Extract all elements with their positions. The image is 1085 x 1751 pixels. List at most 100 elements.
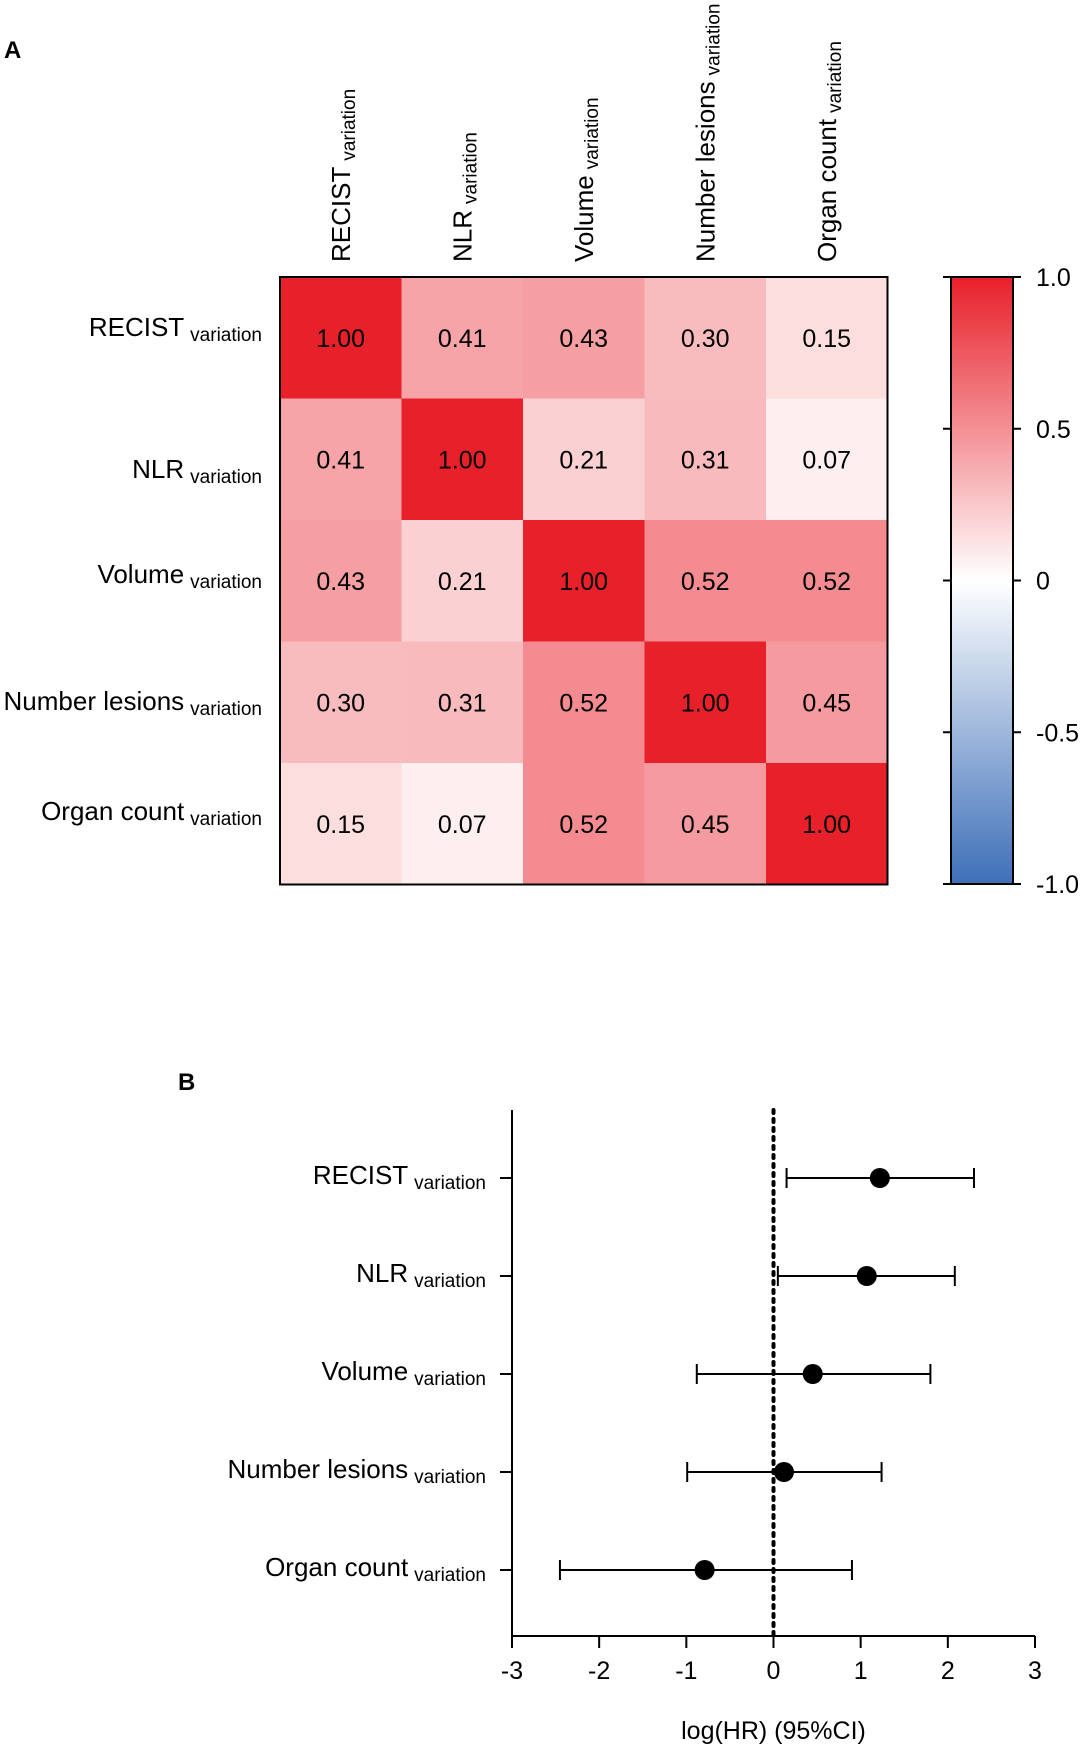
x-tick-label: 3 (1028, 1657, 1042, 1685)
category-label-subscript: variation (414, 1271, 486, 1292)
category-label-subscript: variation (414, 1369, 486, 1390)
heatmap-cell (766, 763, 888, 885)
heatmap-cell-label: 0.52 (802, 568, 851, 596)
heatmap-cell (644, 398, 767, 521)
heatmap-cell-label: 1.00 (559, 568, 608, 596)
heatmap-cell (523, 398, 645, 521)
category-label: Organ count variation (265, 1552, 486, 1586)
colorbar-tick-label: -1.0 (1036, 871, 1079, 899)
heatmap-cell (644, 763, 767, 885)
row-label-subscript: variation (190, 325, 262, 346)
heatmap-cell-label: 0.31 (681, 446, 730, 474)
heatmap-cell (523, 277, 645, 399)
column-label-text: Volume (569, 175, 599, 262)
heatmap-cell-label: 0.31 (438, 689, 487, 717)
column-label: Organ count variation (812, 41, 846, 262)
column-label-subscript: variation (582, 97, 603, 169)
x-tick-label: 0 (767, 1657, 781, 1685)
column-label-subscript: variation (339, 89, 360, 161)
column-label-text: RECIST (326, 167, 356, 262)
x-axis-label: log(HR) (95%CI) (681, 1717, 866, 1745)
column-label: RECIST variation (326, 89, 360, 262)
heatmap-cell (766, 520, 888, 642)
forest-plot: -3 -2 -1 0 1 2 3 log(HR) (95%CI) RECIST variation… (228, 1108, 1042, 1745)
column-label-text: Number lesions (690, 81, 720, 262)
column-label-subscript: variation (460, 132, 481, 204)
heatmap-cell (280, 520, 402, 642)
heatmap-cell-label: 0.07 (802, 446, 851, 474)
heatmap-cell (766, 641, 888, 764)
x-tick-label: 2 (941, 1657, 955, 1685)
category-label-text: Volume (321, 1356, 408, 1386)
category-label: NLR variation (356, 1258, 486, 1292)
heatmap-cell-label: 1.00 (438, 446, 487, 474)
x-tick-label: 1 (854, 1657, 868, 1685)
heatmap-cell-label: 0.52 (681, 568, 730, 596)
heatmap-cell (523, 520, 645, 642)
row-label-subscript: variation (190, 699, 262, 720)
category-label-text: Organ count (265, 1552, 409, 1582)
column-label: NLR variation (447, 132, 481, 262)
column-label: Volume variation (569, 97, 603, 262)
colorbar-tick-label: 1.0 (1036, 264, 1071, 292)
category-label-subscript: variation (414, 1565, 486, 1586)
heatmap-cell-label: 0.52 (559, 811, 608, 839)
row-label: Volume variation (97, 559, 262, 593)
heatmap-cell (280, 277, 402, 399)
estimate-point (802, 1364, 823, 1384)
heatmap-cell-label: 0.30 (316, 689, 365, 717)
colorbar-tick-label: -0.5 (1036, 719, 1079, 747)
heatmap-cell-label: 0.07 (438, 811, 487, 839)
heatmap-cell-label: 0.15 (802, 325, 851, 353)
heatmap-cell (766, 398, 888, 521)
heatmap-border (279, 276, 889, 886)
heatmap-cell (401, 277, 524, 399)
row-label-text: Number lesions (4, 686, 185, 716)
heatmap-cell-label: 0.30 (681, 325, 730, 353)
heatmap-cell (644, 277, 767, 399)
estimate-point (856, 1266, 877, 1286)
column-label-text: Organ count (812, 118, 842, 262)
heatmap-cell (401, 641, 524, 764)
colorbar-tick-label: 0 (1036, 568, 1050, 596)
heatmap-cell-label: 0.41 (316, 446, 365, 474)
row-label-subscript: variation (190, 572, 262, 593)
heatmap-cell-label: 0.21 (559, 446, 608, 474)
category-label-text: Number lesions (228, 1454, 409, 1484)
x-tick-label: -3 (501, 1657, 523, 1685)
heatmap-cell-label: 1.00 (681, 689, 730, 717)
column-label-subscript: variation (825, 41, 846, 113)
heatmap-cell (523, 763, 645, 885)
category-label-subscript: variation (414, 1173, 486, 1194)
heatmap-cell-label: 0.43 (559, 325, 608, 353)
heatmap-cell-label: 0.41 (438, 325, 487, 353)
panel-a-label: A (4, 37, 21, 64)
row-label-text: NLR (132, 454, 184, 484)
heatmap-cell-label: 0.43 (316, 568, 365, 596)
category-label-subscript: variation (414, 1467, 486, 1488)
category-label: Volume variation (321, 1356, 486, 1390)
heatmap-cell-label: 0.21 (438, 568, 487, 596)
row-label-text: Organ count (41, 796, 185, 826)
category-label-text: NLR (356, 1258, 408, 1288)
row-label-text: Volume (97, 559, 184, 589)
row-label: NLR variation (132, 454, 262, 488)
estimate-point (869, 1168, 890, 1188)
heatmap-chart: 1.00 0.41 0.43 0.30 0.15 0.41 1.00 0.21 0.31 0.07… (4, 4, 889, 886)
category-label: RECIST variation (313, 1160, 486, 1194)
colorbar-tick-label: 0.5 (1036, 416, 1071, 444)
x-tick-label: -2 (588, 1657, 610, 1685)
column-label-subscript: variation (703, 4, 724, 76)
estimate-point (694, 1560, 715, 1580)
heatmap-cell (280, 641, 402, 764)
panel-b-label: B (178, 1069, 195, 1096)
heatmap-cell (401, 398, 524, 521)
row-label-text: RECIST (89, 312, 184, 342)
heatmap-cell (401, 520, 524, 642)
column-label: Number lesions variation (690, 4, 724, 262)
heatmap-cell (280, 763, 402, 885)
heatmap-cell-label: 0.15 (316, 811, 365, 839)
heatmap-cell (280, 398, 402, 521)
category-label-text: RECIST (313, 1160, 408, 1190)
